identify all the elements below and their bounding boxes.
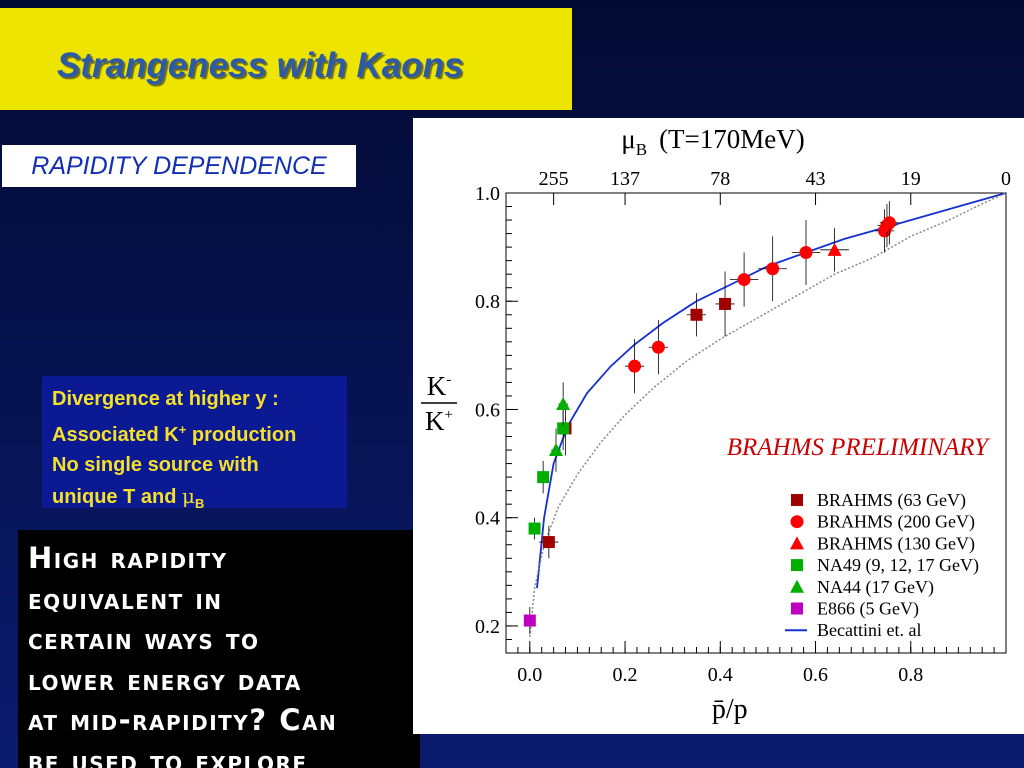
x-tick-label: 0.6	[803, 664, 828, 686]
subtitle-box: RAPIDITY DEPENDENCE	[2, 145, 356, 187]
legend-marker	[791, 559, 803, 572]
title-banner: Strangeness with Kaons	[0, 8, 572, 110]
note-box: Divergence at higher y : Associated K+ p…	[42, 376, 347, 508]
legend-label: NA49 (9, 12, 17 GeV)	[817, 555, 979, 576]
data-point	[690, 308, 703, 321]
legend-label: Becattini et. al	[817, 620, 921, 640]
data-point	[766, 262, 780, 276]
top-tick-label: 0	[1001, 168, 1011, 190]
legend-marker	[790, 515, 804, 529]
data-point	[537, 471, 550, 484]
dotted-model-curve	[529, 192, 1007, 637]
y-tick-label: 0.2	[475, 616, 500, 638]
x-tick-label: 0.4	[708, 664, 733, 686]
legend-label: BRAHMS (63 GeV)	[817, 490, 966, 511]
data-point	[827, 242, 842, 256]
legend-label: NA44 (17 GeV)	[817, 577, 934, 598]
y-tick-label: 0.8	[475, 291, 500, 313]
legend-marker	[791, 602, 803, 615]
data-point	[628, 359, 642, 373]
commentary-line-3: certain ways to	[28, 622, 260, 656]
note-line-4: unique T and μB	[52, 483, 205, 509]
data-point	[651, 340, 665, 354]
commentary-line-5: at mid-rapidity? Can	[28, 703, 338, 737]
top-tick-label: 43	[806, 168, 826, 190]
commentary-line-4: lower energy data	[28, 662, 302, 697]
data-point	[557, 422, 570, 435]
note-line-1: Divergence at higher y :	[52, 388, 279, 410]
data-point	[523, 614, 536, 627]
y-axis-label-numerator: K-	[427, 371, 452, 401]
legend-marker	[791, 494, 803, 506]
data-point	[737, 273, 751, 287]
commentary-line-6: be used to explore	[28, 743, 308, 768]
y-tick-label: 0.4	[475, 508, 500, 530]
data-point	[799, 246, 813, 260]
data-point	[549, 443, 563, 457]
data-point	[882, 216, 896, 230]
data-point	[719, 297, 732, 310]
commentary-line-2: equivalent in	[28, 581, 223, 616]
commentary-box: High rapidity equivalent in certain ways…	[18, 530, 420, 768]
note-line-3: No single source with	[52, 454, 259, 476]
slide-title: Strangeness with Kaons	[57, 46, 464, 85]
top-tick-label: 255	[539, 168, 569, 190]
data-point	[542, 536, 555, 549]
chart-annotation: BRAHMS PRELIMINARY	[727, 434, 991, 461]
legend-marker	[790, 579, 804, 593]
x-tick-label: 0.8	[898, 664, 923, 686]
legend-label: BRAHMS (130 GeV)	[817, 533, 975, 554]
legend-marker	[790, 536, 804, 550]
top-axis-title: μB (T=170MeV)	[621, 124, 805, 159]
x-tick-label: 0.0	[517, 664, 542, 686]
legend-label: BRAHMS (200 GeV)	[817, 512, 975, 533]
y-tick-label: 1.0	[475, 183, 500, 205]
top-tick-label: 137	[610, 168, 640, 190]
kaon-ratio-chart: 0.0 0.2 0.4 0.6 0.8 0.2 0.4 0.6 0.8 1.0 255 137 78 43…	[421, 124, 1011, 725]
top-tick-label: 78	[710, 168, 730, 190]
data-point	[556, 397, 571, 411]
note-line-2: Associated K+ production	[52, 421, 297, 446]
y-tick-label: 0.6	[475, 399, 500, 421]
legend-label: E866 (5 GeV)	[817, 599, 919, 620]
chart-panel: 0.0 0.2 0.4 0.6 0.8 0.2 0.4 0.6 0.8 1.0 255 137 78 43…	[413, 118, 1024, 734]
y-axis-label-denominator: K+	[425, 406, 453, 436]
commentary-line-1: High rapidity	[28, 541, 228, 575]
x-tick-label: 0.2	[613, 664, 638, 686]
top-tick-label: 19	[901, 168, 921, 190]
data-point	[528, 522, 541, 535]
x-axis-label: p̄/p	[712, 694, 748, 725]
